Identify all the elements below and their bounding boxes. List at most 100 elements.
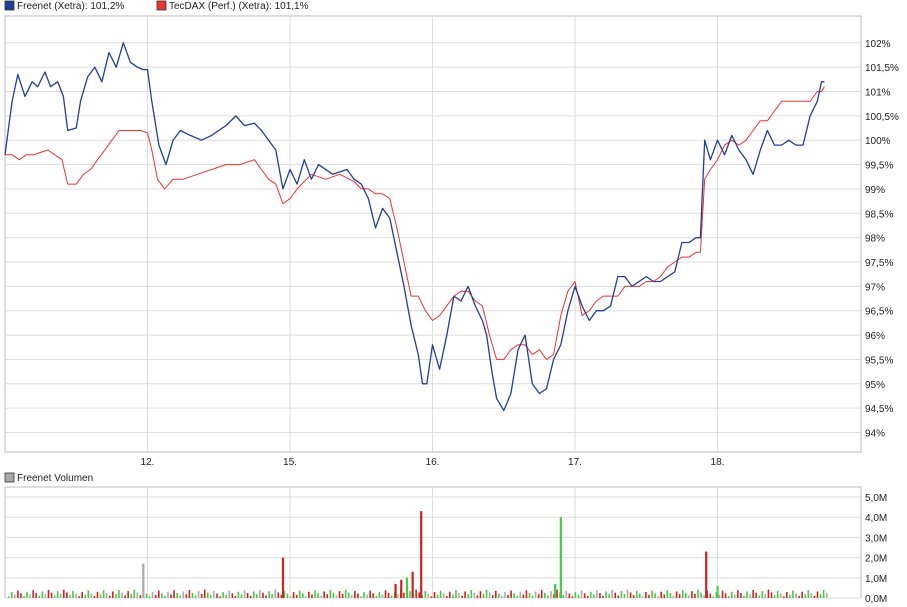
volume-bar <box>151 592 154 598</box>
volume-bar <box>697 589 699 598</box>
volume-bar <box>124 595 126 598</box>
volume-bar <box>700 592 702 598</box>
volume-bar-spike <box>705 551 708 598</box>
volume-bar <box>176 593 178 598</box>
volume-chart: Freenet Volumen 5,0M 4,0M 3,0M 2,0M 1,0M 0,0M <box>4 472 887 605</box>
legend-label-freenet: Freenet (Xetra): 101,2% <box>17 1 124 12</box>
volume-bar <box>605 591 607 598</box>
volume-bar <box>118 589 120 598</box>
volume-bar <box>47 589 50 598</box>
volume-bar <box>66 592 68 598</box>
volume-bar <box>632 595 635 598</box>
volume-bar <box>746 591 748 598</box>
volume-bar <box>378 591 381 598</box>
volume-bar <box>611 589 614 598</box>
volume-bar <box>415 589 417 598</box>
price-y-tick-label: 101% <box>865 88 891 99</box>
volume-bar <box>504 592 506 598</box>
volume-bar <box>10 592 13 598</box>
volume-bar <box>112 591 114 598</box>
volume-bar <box>231 593 234 598</box>
volume-bar <box>243 590 246 598</box>
volume-bar <box>789 594 791 598</box>
volume-bar <box>544 592 546 598</box>
volume-bar <box>219 596 221 598</box>
volume-bar <box>311 594 313 598</box>
volume-bar <box>498 593 500 598</box>
volume-bar <box>148 596 151 598</box>
volume-y-tick-label: 4,0M <box>865 513 887 524</box>
volume-bar <box>369 590 371 598</box>
volume-bar <box>222 592 224 598</box>
freenet-price-line <box>4 42 825 412</box>
volume-bar <box>283 590 286 598</box>
volume-bar <box>182 591 185 598</box>
volume-bar <box>792 590 794 598</box>
volume-y-axis: 5,0M 4,0M 3,0M 2,0M 1,0M 0,0M <box>865 493 887 605</box>
volume-bar <box>78 596 80 598</box>
price-y-tick-label: 99,5% <box>865 161 893 172</box>
volume-bar <box>320 595 322 598</box>
volume-bar <box>127 591 129 598</box>
volume-bar <box>350 595 353 598</box>
volume-bar <box>87 590 90 598</box>
volume-bar <box>645 592 647 598</box>
volume-bar <box>363 592 365 598</box>
volume-bar <box>501 596 503 598</box>
volume-bar <box>262 592 264 598</box>
volume-bar <box>807 590 810 598</box>
volume-bar <box>599 593 601 598</box>
volume-bar <box>314 590 316 598</box>
price-x-tick-label: 15. <box>283 457 297 468</box>
volume-bar <box>344 589 347 598</box>
volume-bar <box>173 590 175 598</box>
volume-bar <box>347 592 350 598</box>
volume-bar <box>580 590 583 598</box>
volume-bar <box>571 596 574 598</box>
volume-bar <box>608 594 610 598</box>
volume-bar <box>308 591 310 598</box>
volume-bar <box>813 595 816 598</box>
volume-bar <box>819 594 822 598</box>
volume-bar <box>688 595 690 598</box>
volume-bar <box>660 591 663 598</box>
volume-bar-spike <box>559 517 562 598</box>
price-x-tick-label: 17. <box>568 457 582 468</box>
volume-bar <box>455 590 457 598</box>
volume-bar <box>185 594 188 598</box>
volume-bar <box>102 590 105 598</box>
volume-bar <box>194 595 197 598</box>
volume-bar <box>642 596 644 598</box>
volume-bar <box>798 596 800 598</box>
volume-bar <box>691 591 693 598</box>
volume-bar-spike <box>142 563 145 598</box>
volume-bar <box>332 592 335 598</box>
volume-bar <box>513 593 515 598</box>
volume-bar <box>537 594 540 598</box>
volume-bar <box>547 595 549 598</box>
volume-bar <box>295 594 298 598</box>
volume-bar <box>301 593 304 598</box>
volume-bar <box>271 593 273 598</box>
volume-bar <box>210 595 212 598</box>
price-y-tick-label: 97,5% <box>865 258 893 269</box>
volume-bar <box>822 589 825 598</box>
volume-bar <box>268 591 270 598</box>
price-y-tick-label: 97% <box>865 282 885 293</box>
price-y-tick-label: 95,5% <box>865 355 893 366</box>
volume-bar <box>409 591 411 598</box>
price-y-tick-label: 100,5% <box>865 112 899 123</box>
volume-bar <box>534 591 537 598</box>
volume-bar-spike <box>716 585 719 598</box>
volume-bar <box>494 590 497 598</box>
volume-bar <box>323 591 326 598</box>
volume-bar <box>424 590 427 598</box>
volume-bar <box>136 592 139 598</box>
volume-bar <box>252 591 255 598</box>
price-y-tick-label: 95% <box>865 380 885 391</box>
volume-bar <box>145 593 148 598</box>
volume-bar <box>133 589 136 598</box>
volume-grid <box>5 487 861 599</box>
volume-bar <box>464 591 466 598</box>
volume-bar <box>721 590 724 598</box>
